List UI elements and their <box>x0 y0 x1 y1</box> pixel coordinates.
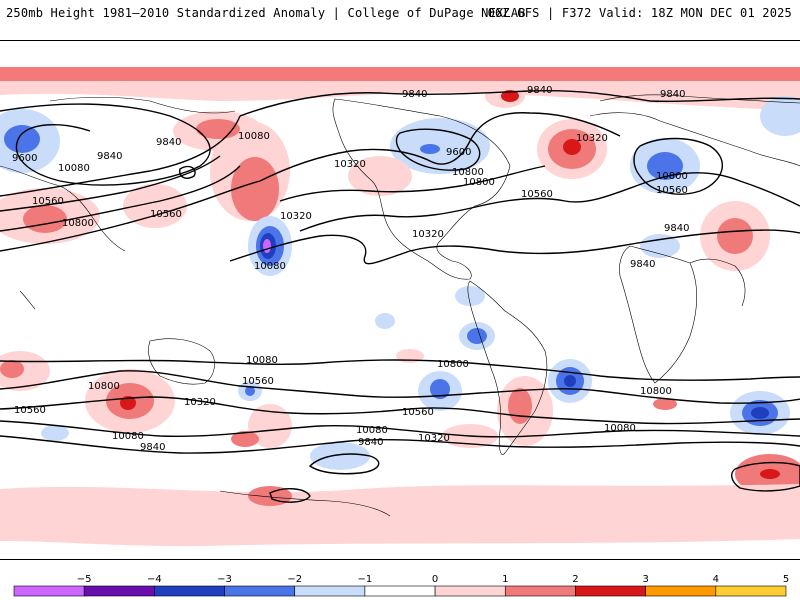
contour-label: 10800 <box>452 167 484 178</box>
colorbar-swatch <box>715 585 787 597</box>
contour-label: 10080 <box>254 261 286 272</box>
contour-label: 10080 <box>112 431 144 442</box>
colorbar-swatch <box>364 585 436 597</box>
contour-label: 10800 <box>463 177 495 188</box>
contour-label: 10320 <box>334 159 366 170</box>
anomaly-colorbar: −5 −4 −3 −2 −1 0 1 2 3 4 5 <box>13 574 789 597</box>
contour-label: 10800 <box>437 359 469 370</box>
colorbar-tick-label: 5 <box>783 574 789 585</box>
contour-label: 10080 <box>246 355 278 366</box>
height-contours <box>0 89 800 503</box>
contour-label: 9840 <box>156 137 181 148</box>
contour-label: 10320 <box>184 397 216 408</box>
contour-label: 10080 <box>604 423 636 434</box>
contour-label: 10560 <box>32 196 64 207</box>
colorbar-tick-label: −4 <box>147 574 162 585</box>
contour-label: 10320 <box>412 229 444 240</box>
colorbar-tick-label: 2 <box>572 574 578 585</box>
colorbar-ticks: −5 −4 −3 −2 −1 0 1 2 3 4 5 <box>77 574 789 585</box>
colorbar-tick-label: −2 <box>287 574 302 585</box>
colorbar-swatch <box>434 585 506 597</box>
colorbar-tick-label: −5 <box>77 574 92 585</box>
contour-label: 10800 <box>88 381 120 392</box>
contour-label: 10080 <box>58 163 90 174</box>
contour-label: 9840 <box>664 223 689 234</box>
colorbar-swatch <box>224 585 296 597</box>
contour-label: 10560 <box>521 189 553 200</box>
contour-label: 9600 <box>12 153 37 164</box>
colorbar-swatch <box>83 585 155 597</box>
colorbar-tick-label: 1 <box>502 574 508 585</box>
contour-label: 10800 <box>640 386 672 397</box>
contour-label: 10560 <box>402 407 434 418</box>
contour-label: 10320 <box>280 211 312 222</box>
colorbar-tick-label: 4 <box>713 574 719 585</box>
colorbar-swatch <box>575 585 646 597</box>
map-canvas: 9840 9840 9840 9600 10080 9840 9840 1008… <box>0 67 800 547</box>
colorbar-swatch <box>154 585 225 597</box>
colorbar-swatch <box>294 585 366 597</box>
colorbar-swatches <box>13 585 787 597</box>
colorbar-swatch <box>13 585 85 597</box>
contour-label: 10560 <box>14 405 46 416</box>
colorbar-swatch <box>504 585 576 597</box>
colorbar-tick-label: −1 <box>358 574 373 585</box>
contour-label: 10560 <box>656 185 688 196</box>
contour-label: 10800 <box>62 218 94 229</box>
anomaly-shading <box>0 67 800 547</box>
colorbar-tick-label: 0 <box>432 574 438 585</box>
contour-label: 10320 <box>576 133 608 144</box>
contour-label: 10560 <box>150 209 182 220</box>
colorbar-tick-label: 3 <box>642 574 648 585</box>
colorbar-tick-label: −3 <box>217 574 232 585</box>
contour-label: 9840 <box>140 442 165 453</box>
model-valid-time: 06Z GFS | F372 Valid: 18Z MON DEC 01 202… <box>487 6 792 20</box>
contour-label: 10080 <box>238 131 270 142</box>
contour-labels: 9840 9840 9840 9600 10080 9840 9840 1008… <box>12 85 689 453</box>
contour-label: 10800 <box>656 171 688 182</box>
contour-label: 9600 <box>446 147 471 158</box>
contour-label: 9840 <box>527 85 552 96</box>
contour-label: 9840 <box>630 259 655 270</box>
contour-label: 10080 <box>356 425 388 436</box>
contour-label: 9840 <box>97 151 122 162</box>
contour-label: 9840 <box>402 89 427 100</box>
map-title: 250mb Height 1981–2010 Standardized Anom… <box>6 6 526 20</box>
contour-label: 10320 <box>418 433 450 444</box>
colorbar-swatch <box>645 585 717 597</box>
contour-label: 9840 <box>660 89 685 100</box>
contour-label: 10560 <box>242 376 274 387</box>
map-panel: 9840 9840 9840 9600 10080 9840 9840 1008… <box>0 40 800 560</box>
contour-label: 9840 <box>358 437 383 448</box>
